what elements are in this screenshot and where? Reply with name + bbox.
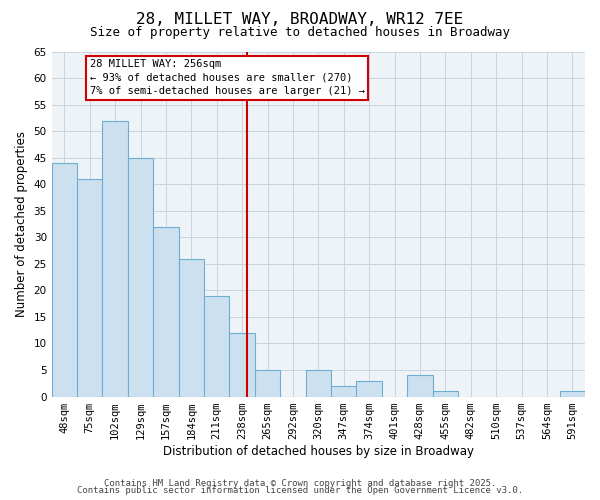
Bar — [128, 158, 153, 396]
Text: Contains public sector information licensed under the Open Government Licence v3: Contains public sector information licen… — [77, 486, 523, 495]
Bar — [77, 179, 103, 396]
Bar — [179, 258, 204, 396]
X-axis label: Distribution of detached houses by size in Broadway: Distribution of detached houses by size … — [163, 444, 474, 458]
Bar — [52, 163, 77, 396]
Text: 28 MILLET WAY: 256sqm
← 93% of detached houses are smaller (270)
7% of semi-deta: 28 MILLET WAY: 256sqm ← 93% of detached … — [90, 60, 365, 96]
Bar — [407, 376, 433, 396]
Bar — [229, 333, 255, 396]
Text: 28, MILLET WAY, BROADWAY, WR12 7EE: 28, MILLET WAY, BROADWAY, WR12 7EE — [136, 12, 464, 28]
Text: Contains HM Land Registry data © Crown copyright and database right 2025.: Contains HM Land Registry data © Crown c… — [104, 478, 496, 488]
Bar — [305, 370, 331, 396]
Y-axis label: Number of detached properties: Number of detached properties — [15, 131, 28, 317]
Bar — [560, 392, 585, 396]
Bar — [204, 296, 229, 396]
Bar — [433, 392, 458, 396]
Bar — [153, 226, 179, 396]
Bar — [331, 386, 356, 396]
Bar — [356, 380, 382, 396]
Bar — [255, 370, 280, 396]
Text: Size of property relative to detached houses in Broadway: Size of property relative to detached ho… — [90, 26, 510, 39]
Bar — [103, 120, 128, 396]
